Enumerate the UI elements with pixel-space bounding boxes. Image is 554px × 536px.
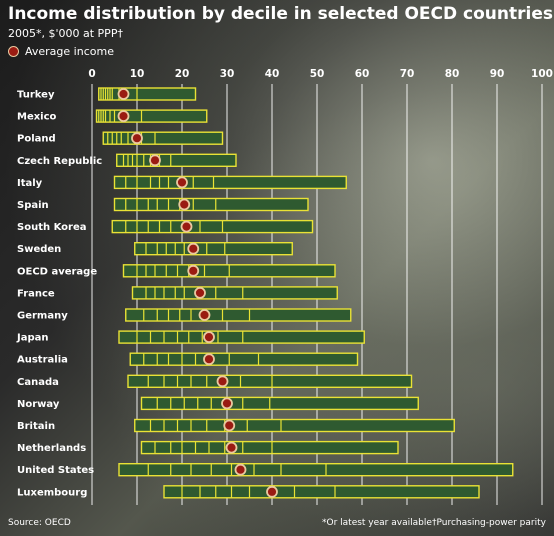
average-income-point xyxy=(178,198,191,211)
decile-bar xyxy=(163,485,480,499)
average-income-point xyxy=(221,397,233,410)
average-income-point xyxy=(117,88,130,100)
decile-bar xyxy=(129,352,359,366)
decile-bar xyxy=(113,175,347,190)
footnote-latest-year: *Or latest year available xyxy=(322,518,432,528)
x-tick-label: 90 xyxy=(490,68,505,80)
category-label: Luxembourg xyxy=(17,487,87,498)
category-label: Mexico xyxy=(17,112,57,123)
x-tick-label: 50 xyxy=(310,68,325,80)
average-income-point xyxy=(225,441,238,454)
category-label: Spain xyxy=(17,200,49,211)
category-label: Canada xyxy=(17,377,59,388)
average-income-point xyxy=(187,242,200,255)
category-label: Poland xyxy=(17,134,56,145)
decile-bar xyxy=(134,241,293,256)
average-income-point xyxy=(234,463,247,476)
average-income-point xyxy=(203,353,215,366)
decile-bar xyxy=(116,153,237,168)
category-label: Britain xyxy=(17,421,55,432)
average-income-point xyxy=(198,309,211,321)
x-tick-label: 0 xyxy=(88,68,95,80)
category-label: Turkey xyxy=(17,90,55,101)
average-income-point xyxy=(203,331,215,344)
average-income-point xyxy=(223,419,236,432)
source-note: Source: OECD xyxy=(8,518,71,528)
decile-bar xyxy=(134,418,455,433)
decile-bar xyxy=(118,463,514,477)
footnote-ppp: †Purchasing-power parity xyxy=(432,518,546,528)
decile-bar xyxy=(125,308,352,322)
x-tick-label: 60 xyxy=(355,68,370,80)
category-label: Czech Republic xyxy=(17,156,102,167)
category-label: Japan xyxy=(16,333,49,344)
category-label: Germany xyxy=(17,311,68,322)
x-tick-label: 80 xyxy=(445,68,460,80)
average-income-point xyxy=(117,110,130,122)
average-income-point xyxy=(149,154,161,167)
x-tick-label: 40 xyxy=(265,68,280,80)
x-tick-label: 100 xyxy=(531,68,553,80)
category-label: Netherlands xyxy=(17,443,86,454)
decile-bar xyxy=(95,109,208,123)
decile-bar xyxy=(98,87,197,101)
legend: Average income xyxy=(8,45,114,58)
chart-subtitle: 2005*, $'000 at PPP† xyxy=(8,27,123,40)
decile-bar xyxy=(131,286,338,300)
category-label: Australia xyxy=(17,355,68,366)
average-income-point xyxy=(187,264,200,277)
decile-bar xyxy=(140,396,419,411)
average-income-point xyxy=(266,485,278,498)
category-label: France xyxy=(17,288,55,299)
legend-label: Average income xyxy=(25,45,114,58)
category-label: Italy xyxy=(17,178,43,189)
legend-marker-icon xyxy=(8,46,19,57)
category-label: South Korea xyxy=(17,222,86,233)
decile-bar xyxy=(140,440,399,455)
decile-bar xyxy=(127,374,413,388)
chart-title: Income distribution by decile in selecte… xyxy=(8,4,553,24)
x-tick-label: 70 xyxy=(400,68,415,80)
decile-bar xyxy=(118,330,365,344)
category-label: OECD average xyxy=(17,266,97,277)
average-income-point xyxy=(180,220,193,233)
category-label: Sweden xyxy=(17,244,61,255)
average-income-point xyxy=(176,176,188,189)
x-tick-label: 10 xyxy=(130,68,145,80)
x-tick-label: 20 xyxy=(175,68,190,80)
average-income-point xyxy=(131,132,143,145)
decile-bar xyxy=(113,197,309,212)
average-income-point xyxy=(194,286,206,299)
category-label: Norway xyxy=(17,399,60,410)
average-income-point xyxy=(216,375,229,388)
x-tick-label: 30 xyxy=(220,68,235,80)
category-label: United States xyxy=(17,465,94,476)
decile-bar xyxy=(111,219,314,234)
